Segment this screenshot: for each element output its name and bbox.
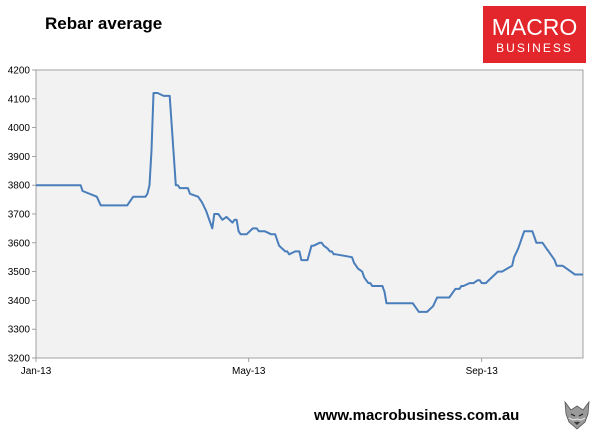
y-tick-label: 4100 <box>8 94 31 105</box>
y-tick-label: 3400 <box>8 296 31 307</box>
y-tick-label: 3800 <box>8 181 31 192</box>
chart-title: Rebar average <box>45 14 163 33</box>
line-chart: 3200 3300 3400 3500 3600 3700 3800 3900 4000 4100… <box>8 66 584 377</box>
macrobusiness-logo: MACRO BUSINESS <box>483 6 586 63</box>
wolf-logo-icon <box>561 398 593 432</box>
y-tick-label: 4200 <box>8 66 31 77</box>
plot-area <box>35 69 584 359</box>
x-tick-label: Jan-13 <box>21 366 52 377</box>
footer-url: www.macrobusiness.com.au <box>314 407 520 424</box>
y-tick-label: 3500 <box>8 267 31 278</box>
x-tick-label: Sep-13 <box>466 366 499 377</box>
y-tick-label: 3200 <box>8 354 31 365</box>
y-tick-label: 4000 <box>8 123 31 134</box>
y-tick-label: 3300 <box>8 325 31 336</box>
logo-line-macro: MACRO <box>491 14 578 40</box>
y-tick-label: 3700 <box>8 210 31 221</box>
x-tick-label: May-13 <box>232 366 266 377</box>
series-line <box>36 92 583 313</box>
y-tick-label: 3600 <box>8 238 31 249</box>
logo-line-business: BUSINESS <box>496 41 573 55</box>
y-tick-label: 3900 <box>8 152 31 163</box>
